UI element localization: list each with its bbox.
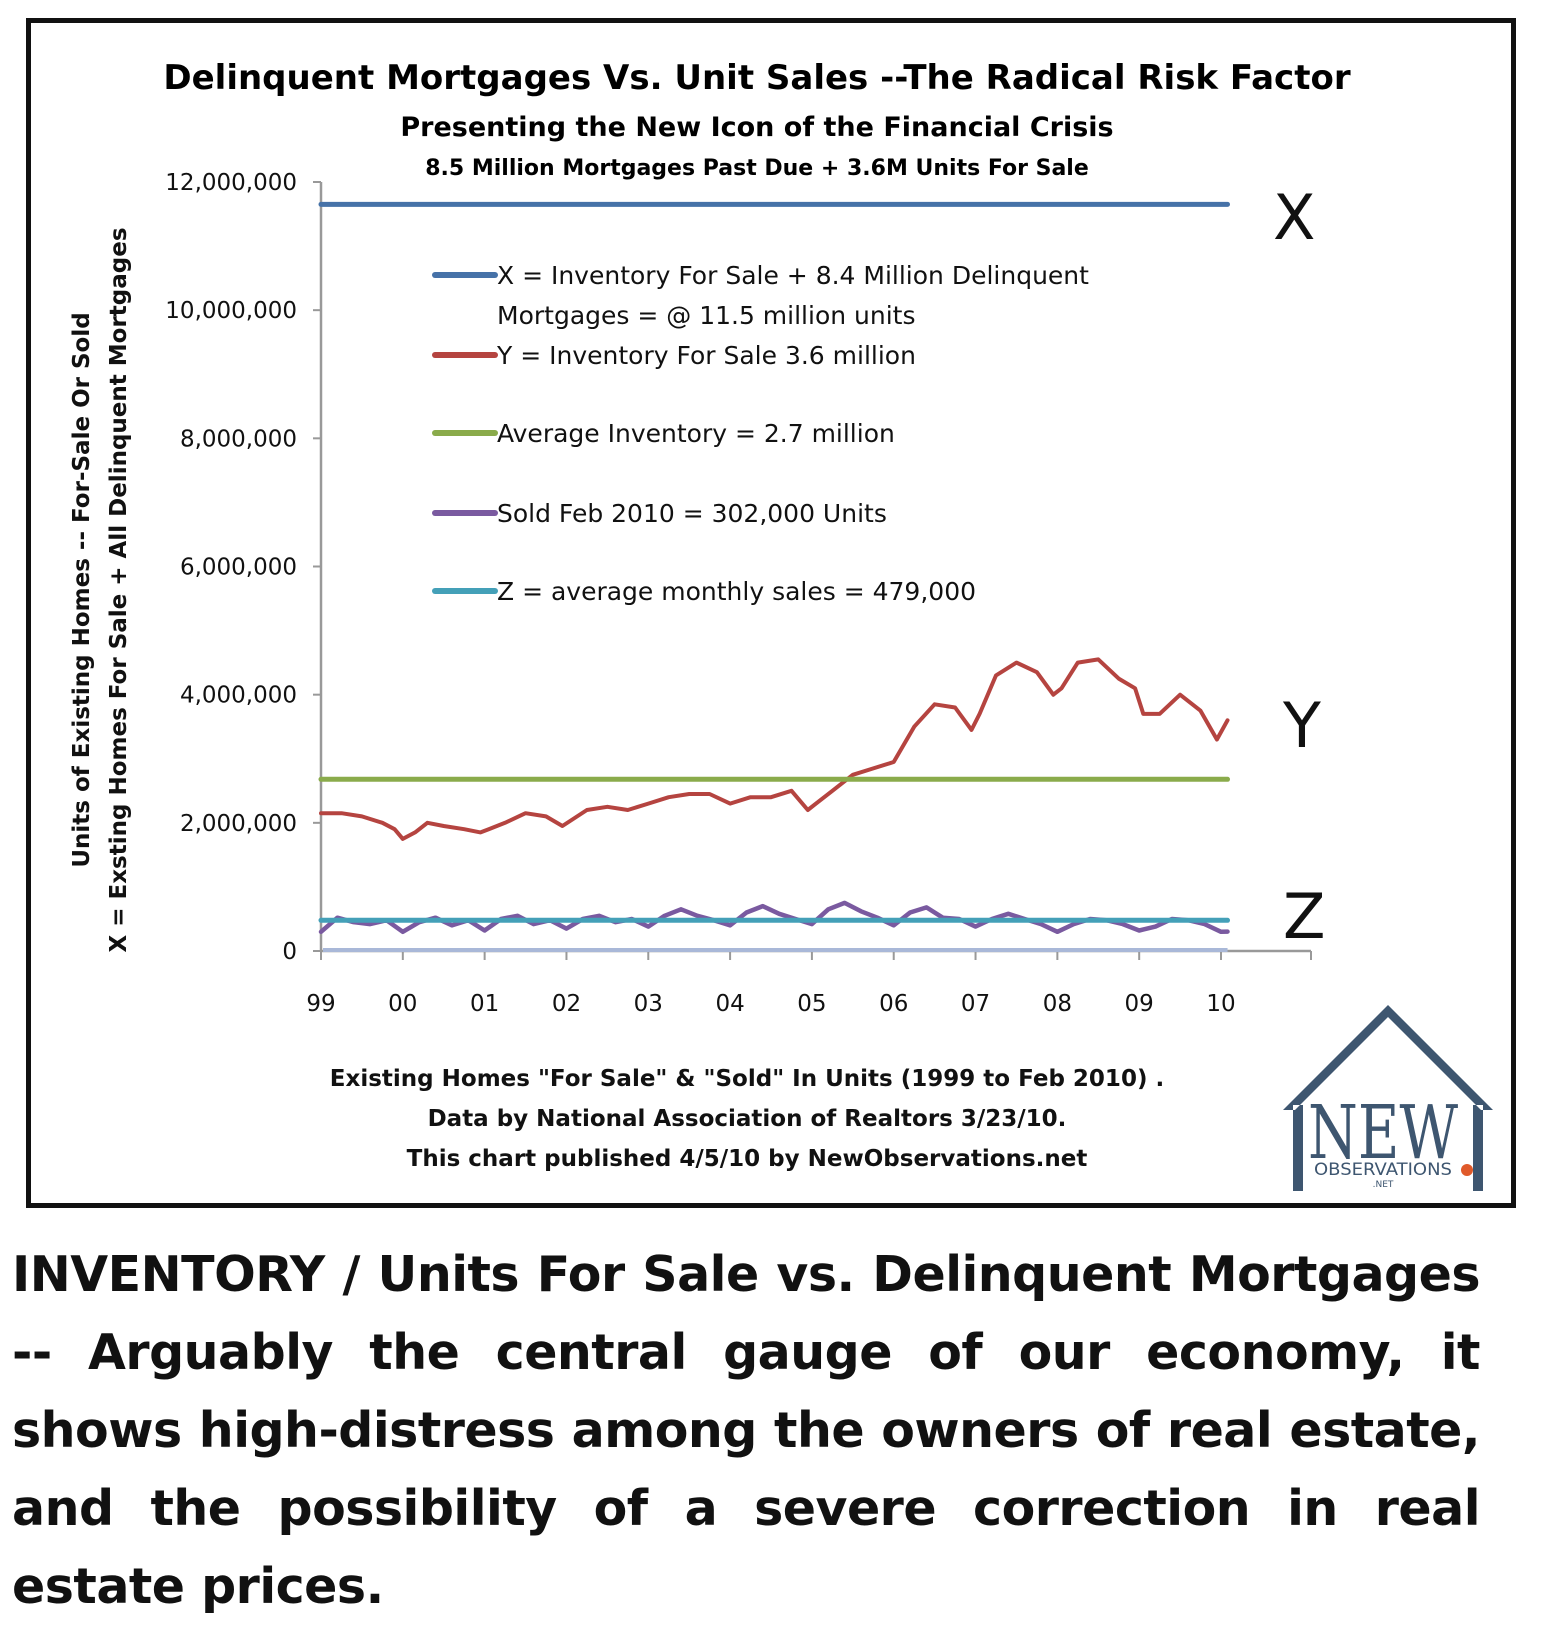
marker-z-label: Z [1283, 880, 1325, 953]
y-tick-label: 8,000,000 [180, 426, 297, 452]
legend-item-average-label: Average Inventory = 2.7 million [497, 419, 895, 448]
y-tick-label: 10,000,000 [165, 298, 297, 324]
logo-text: NEW [1308, 1090, 1458, 1176]
x-tick-label: 02 [552, 991, 581, 1017]
plot-area [318, 201, 1230, 952]
source-line-1: Existing Homes "For Sale" & "Sold" In Un… [330, 1066, 1164, 1092]
legend-item-sold-label: Sold Feb 2010 = 302,000 Units [497, 499, 887, 528]
x-tick-label: 07 [961, 991, 990, 1017]
logo-flower-icon [1461, 1164, 1473, 1176]
chart-svg: Delinquent Mortgages Vs. Unit Sales --Th… [69, 58, 1493, 1191]
x-tick-label: 03 [634, 991, 663, 1017]
source-line-2: Data by National Association of Realtors… [428, 1106, 1067, 1132]
marker-y-label: Y [1282, 689, 1321, 762]
legend: X = Inventory For Sale + 8.4 Million Del… [432, 261, 1089, 606]
chart-title: Delinquent Mortgages Vs. Unit Sales --Th… [163, 58, 1350, 98]
x-tick-label: 06 [879, 991, 908, 1017]
logo-subtext: OBSERVATIONS [1314, 1160, 1452, 1180]
x-tick-label: 09 [1125, 991, 1154, 1017]
y-tick-label: 12,000,000 [165, 170, 297, 196]
x-tick-label: 01 [470, 991, 499, 1017]
y-tick-label: 4,000,000 [180, 683, 297, 709]
legend-item-y-label: Y = Inventory For Sale 3.6 million [496, 341, 916, 370]
logo-tld: .NET [1373, 1180, 1394, 1190]
legend-item-x-label: X = Inventory For Sale + 8.4 Million Del… [497, 261, 1089, 290]
source-line-3: This chart published 4/5/10 by NewObserv… [407, 1146, 1088, 1172]
axis-ticks: 0 2,000,000 4,000,000 6,000,000 8,000,000 10,… [165, 170, 1312, 1017]
y-axis-label-line1: Units of Existing Homes -- For-Sale Or S… [69, 312, 95, 867]
y-tick-label: 0 [282, 939, 297, 965]
x-tick-label: 10 [1206, 991, 1235, 1017]
legend-item-z-label: Z = average monthly sales = 479,000 [497, 577, 976, 606]
legend-item-x-label: Mortgages = @ 11.5 million units [497, 301, 916, 330]
x-tick-label: 00 [388, 991, 417, 1017]
series-y-line [319, 657, 1230, 841]
axes [319, 182, 1311, 953]
series-sold-line [318, 900, 1230, 935]
x-tick-label: 08 [1043, 991, 1072, 1017]
chart-frame: Delinquent Mortgages Vs. Unit Sales --Th… [26, 18, 1516, 1208]
x-tick-label: 04 [715, 991, 744, 1017]
y-tick-label: 6,000,000 [180, 555, 297, 581]
marker-x-label: X [1273, 181, 1315, 254]
chart-subtitle: Presenting the New Icon of the Financial… [400, 112, 1113, 143]
y-axis-label-line2: X = Exsting Homes For Sale + All Delinqu… [106, 227, 132, 952]
x-tick-label: 99 [306, 991, 335, 1017]
y-tick-label: 2,000,000 [180, 811, 297, 837]
new-observations-logo: NEW OBSERVATIONS .NET [1283, 1005, 1493, 1191]
chart-subtitle-2: 8.5 Million Mortgages Past Due + 3.6M Un… [425, 156, 1089, 181]
x-tick-label: 05 [797, 991, 826, 1017]
caption-text: INVENTORY / Units For Sale vs. Delinquen… [12, 1246, 1481, 1615]
